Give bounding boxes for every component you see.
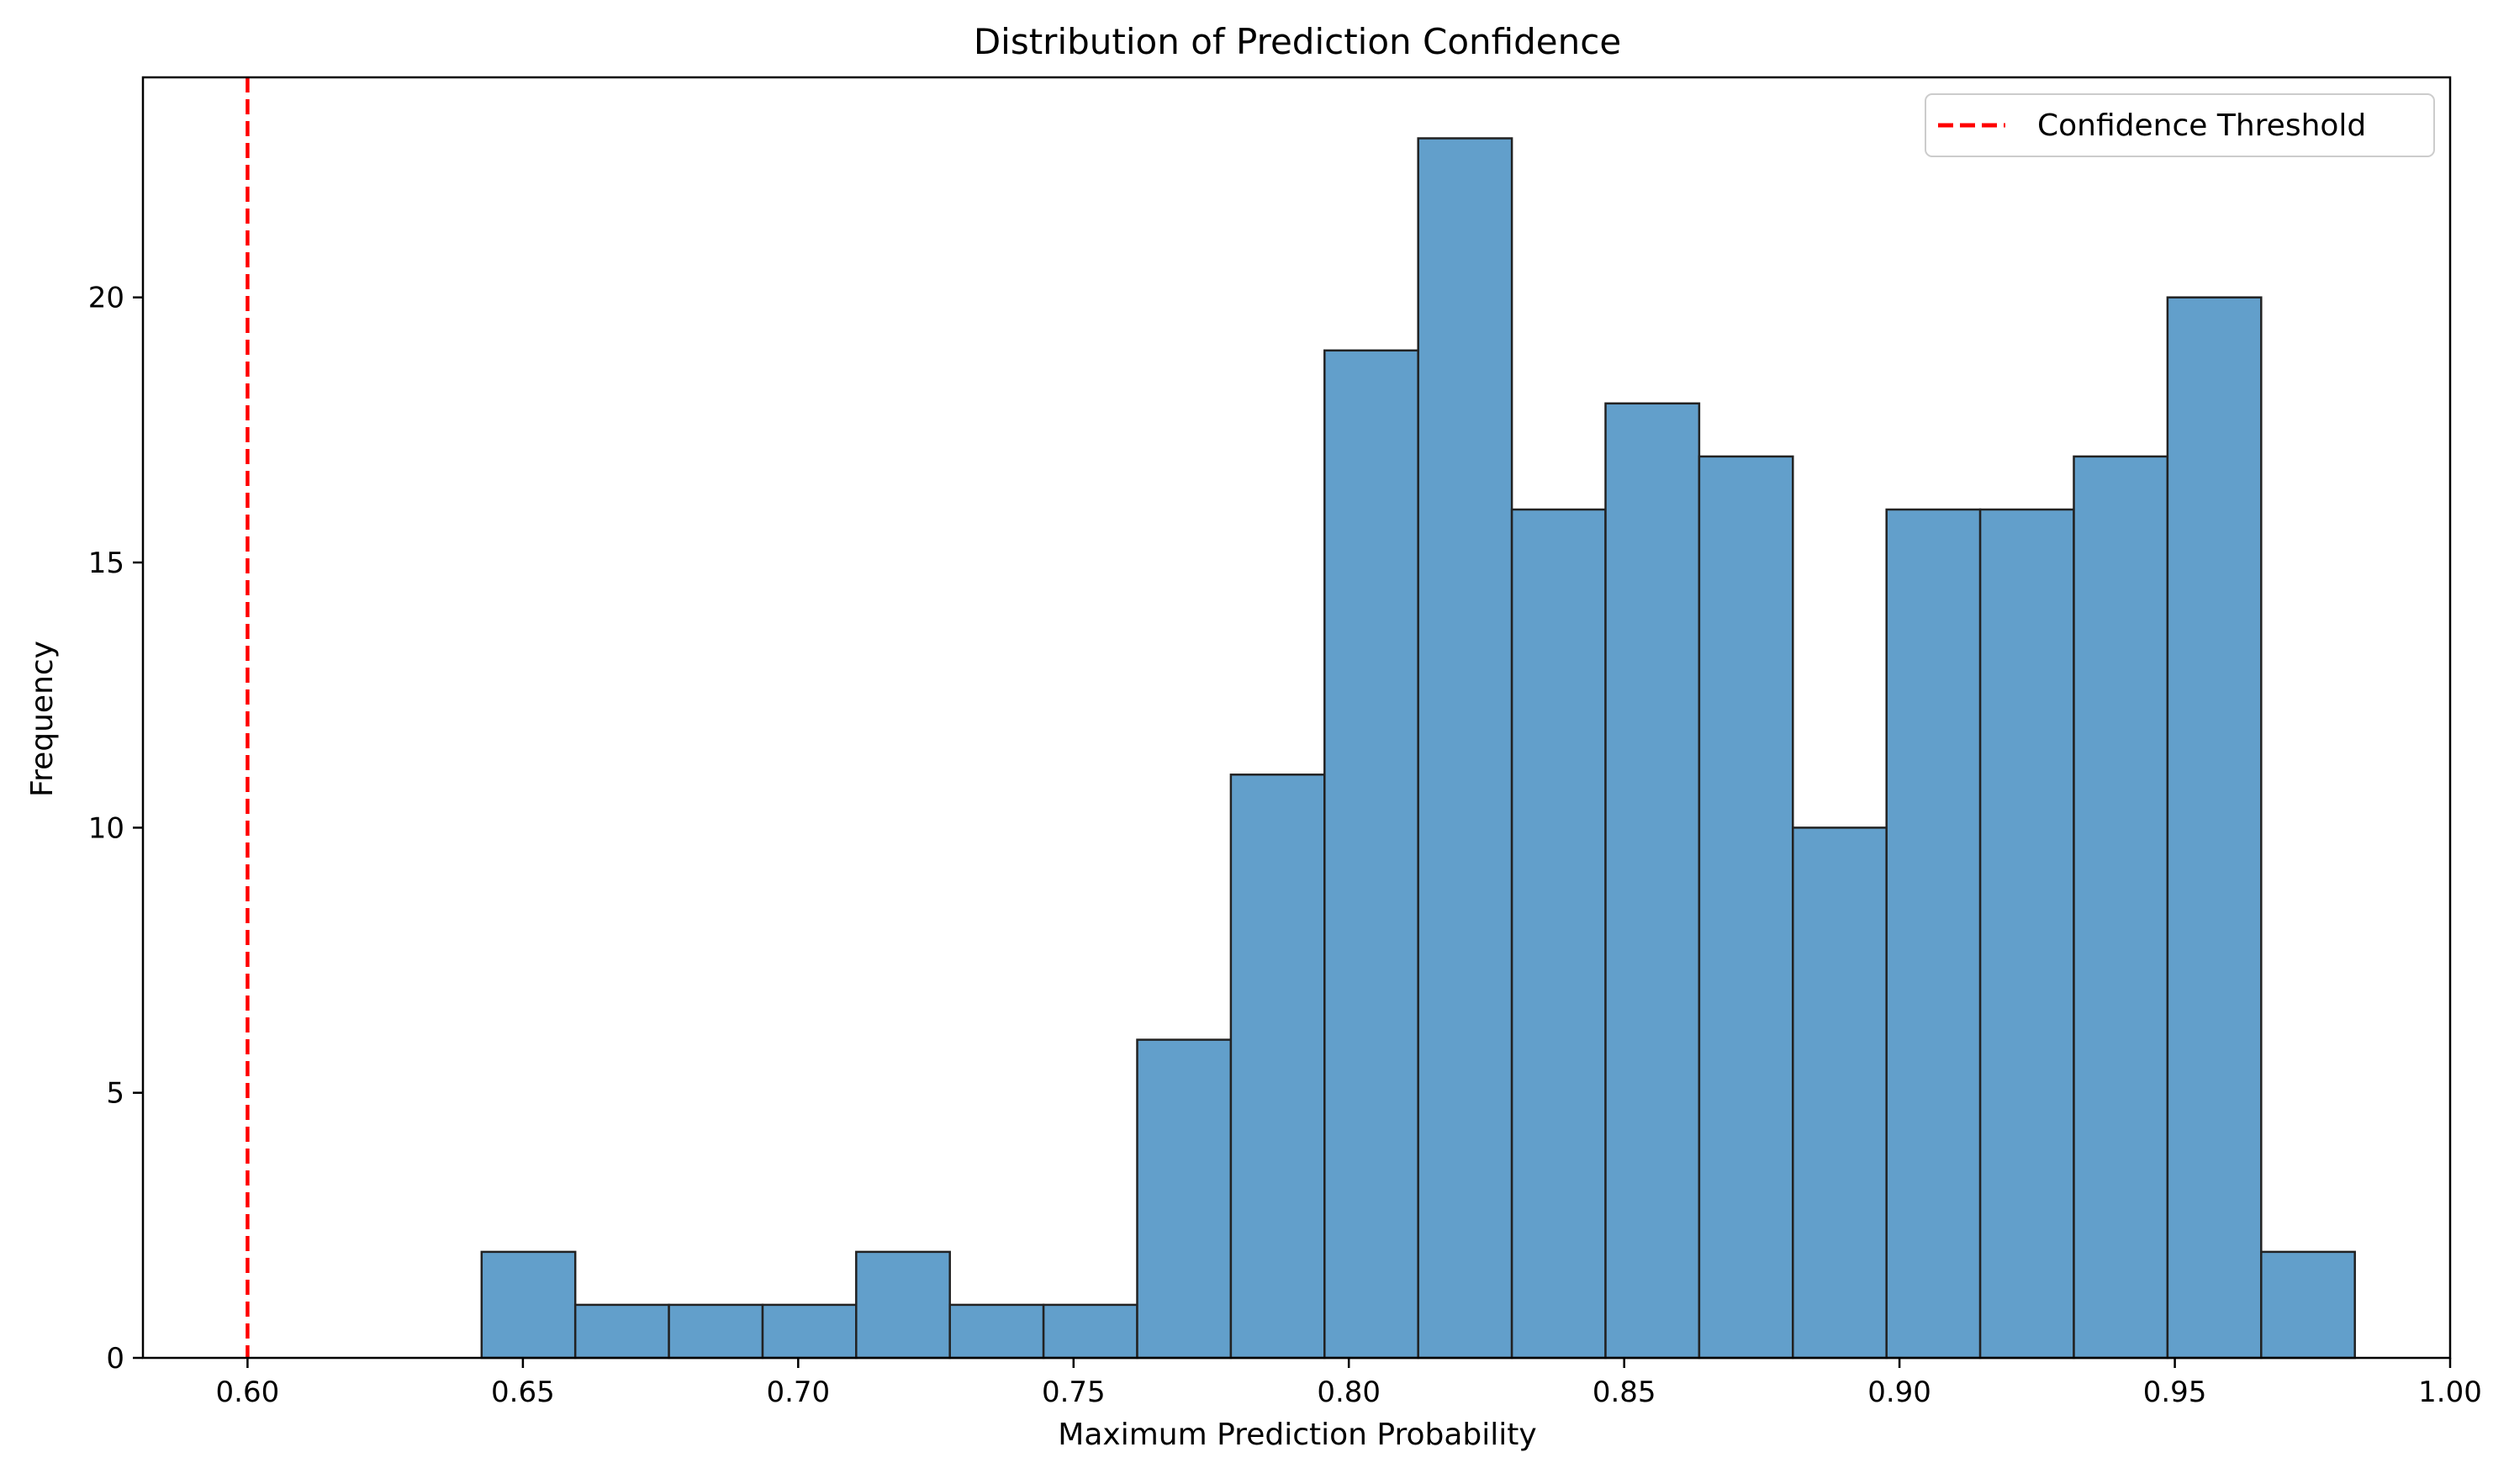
histogram-bar	[948, 1303, 1045, 1360]
plot-area-frame	[141, 76, 2452, 1360]
histogram-bar	[2166, 296, 2263, 1360]
histogram-bar	[1698, 455, 1794, 1360]
y-tick-label: 0	[106, 1342, 124, 1376]
histogram-bar	[480, 1250, 577, 1360]
y-axis-label: Frequency	[25, 641, 60, 797]
histogram-bar	[1885, 508, 1982, 1360]
histogram-bar	[761, 1303, 858, 1360]
x-tick-label: 0.90	[1867, 1376, 1931, 1409]
histogram-bar	[1042, 1303, 1138, 1360]
x-tick-label: 0.65	[491, 1376, 555, 1409]
histogram-bar	[668, 1303, 764, 1360]
histogram-bar	[2073, 455, 2169, 1360]
histogram-bar	[1978, 508, 2075, 1360]
histogram-bar	[2260, 1250, 2356, 1360]
histogram-bars	[480, 137, 2356, 1360]
y-tick-label: 5	[106, 1077, 124, 1111]
x-axis-label: Maximum Prediction Probability	[1058, 1418, 1536, 1452]
histogram-bar	[855, 1250, 951, 1360]
chart-title: Distribution of Prediction Confidence	[974, 21, 1621, 62]
y-tick-label: 15	[88, 547, 124, 580]
x-tick-label: 0.95	[2143, 1376, 2207, 1409]
legend-box	[1925, 93, 2435, 157]
y-tick-label: 20	[88, 282, 124, 315]
y-tick-label: 10	[88, 811, 124, 845]
histogram-bar	[1323, 349, 1419, 1360]
histogram-bar	[1136, 1038, 1233, 1360]
legend: Confidence Threshold	[1925, 93, 2435, 157]
y-axis-ticks: 0 5 10 15 20	[88, 282, 143, 1376]
histogram-bar	[1229, 774, 1326, 1360]
histogram-bar	[1510, 508, 1607, 1360]
histogram-bar	[1792, 826, 1888, 1360]
x-tick-label: 0.75	[1042, 1376, 1106, 1409]
x-axis-ticks: 0.60 0.65 0.70 0.75 0.80 0.85 0.90 0.95 1.00	[216, 1358, 2482, 1409]
histogram-bar	[1417, 137, 1513, 1360]
legend-label-threshold: Confidence Threshold	[2037, 108, 2366, 143]
x-tick-label: 0.60	[216, 1376, 280, 1409]
histogram-bar	[573, 1303, 670, 1360]
x-tick-label: 0.85	[1592, 1376, 1656, 1409]
x-tick-label: 0.70	[766, 1376, 830, 1409]
histogram-bar	[1604, 402, 1701, 1360]
x-tick-label: 1.00	[2418, 1376, 2482, 1409]
x-tick-label: 0.80	[1317, 1376, 1381, 1409]
